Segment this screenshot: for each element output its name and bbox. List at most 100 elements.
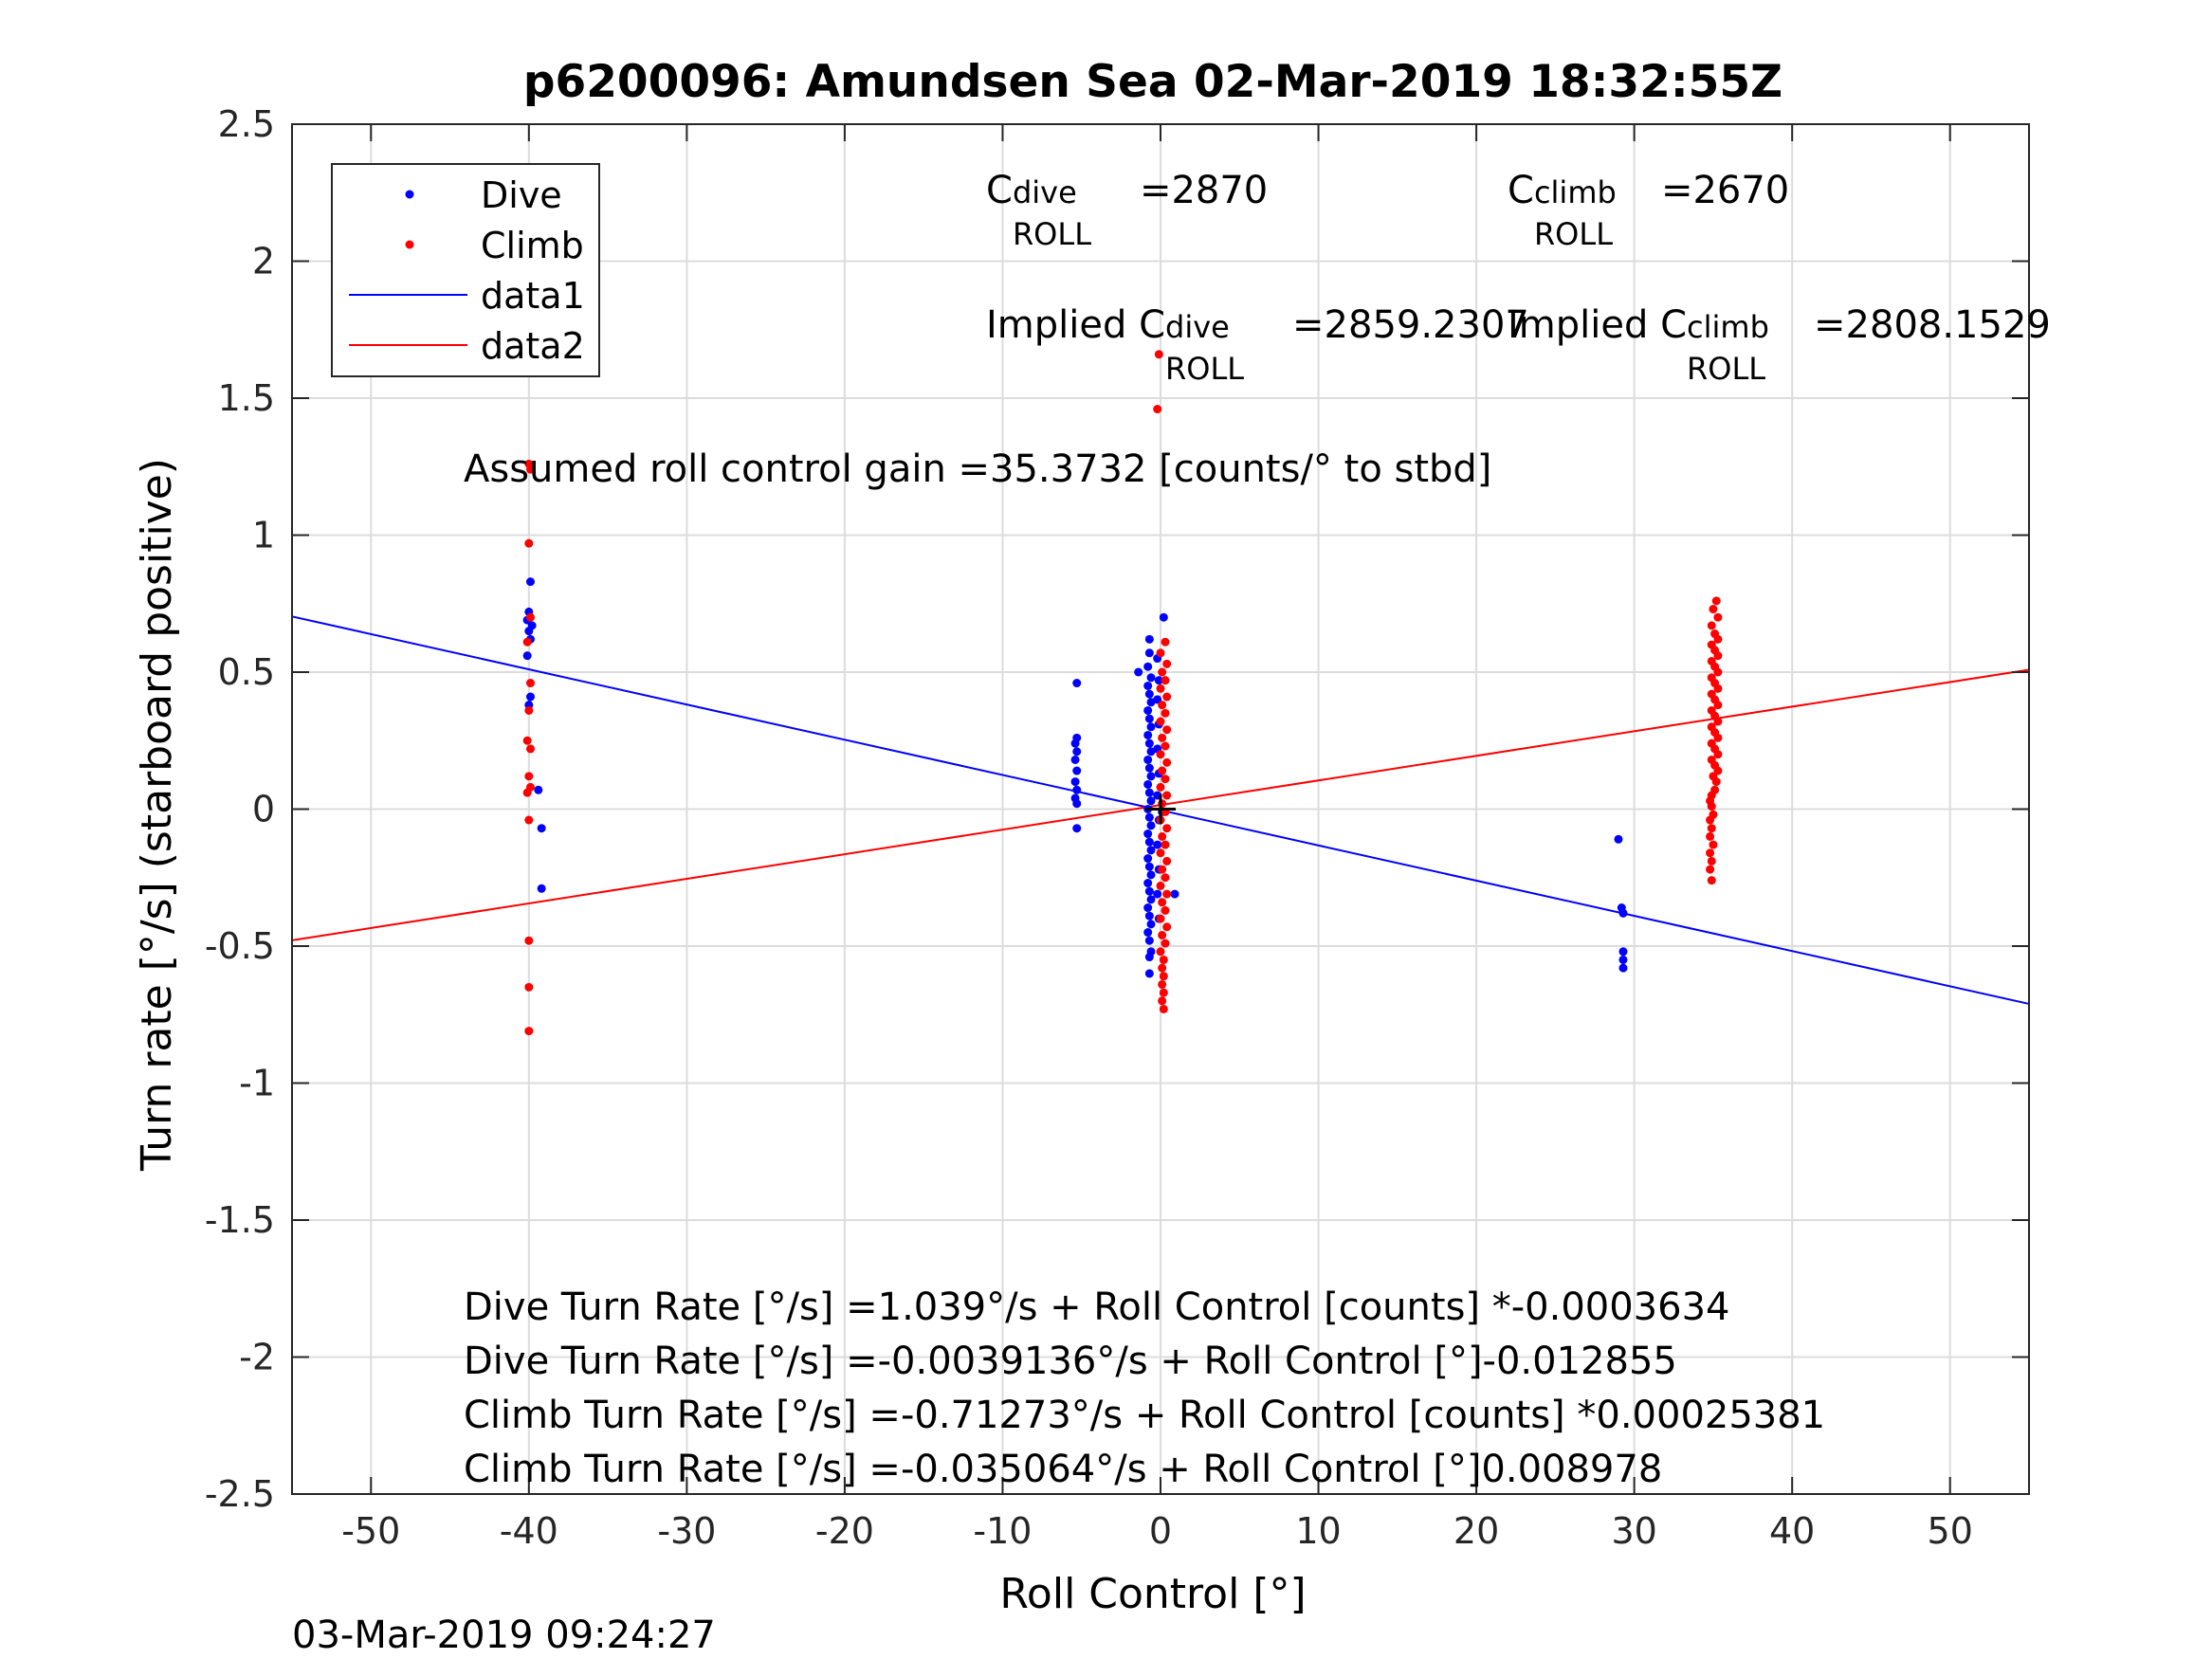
implied-dive-sup: dive [1165, 309, 1230, 345]
legend-label-dive: Dive [481, 174, 562, 216]
point-climb [1706, 865, 1715, 874]
implied-dive-sub: ROLL [1165, 351, 1245, 387]
y-tick-label: -2.5 [205, 1473, 275, 1515]
point-dive [1614, 834, 1623, 844]
point-climb [1162, 922, 1172, 932]
x-tick-label: -20 [815, 1510, 874, 1552]
point-dive [1072, 679, 1082, 688]
point-dive [1144, 953, 1154, 962]
point-climb [525, 612, 535, 622]
c-roll-climb-sub: ROLL [1533, 216, 1614, 252]
y-tick-label: 1.5 [218, 377, 275, 419]
point-dive [1144, 812, 1154, 822]
point-climb [1158, 865, 1167, 874]
point-climb [1156, 717, 1165, 726]
point-climb [525, 679, 535, 688]
point-climb [1162, 659, 1172, 668]
point-climb [1161, 676, 1170, 685]
point-dive [1143, 928, 1153, 938]
point-climb [1156, 750, 1165, 759]
point-climb [1159, 988, 1168, 997]
point-dive [1143, 705, 1153, 715]
point-climb [1713, 634, 1723, 644]
point-dive [1144, 969, 1154, 978]
x-tick-label: -10 [973, 1510, 1032, 1552]
point-dive [1072, 824, 1082, 833]
equation-4: Climb Turn Rate [°/s] =-0.035064°/s + Ro… [464, 1448, 1662, 1491]
point-climb [1706, 848, 1715, 858]
point-dive [1072, 799, 1082, 809]
point-climb [524, 982, 534, 992]
point-climb [1158, 733, 1167, 742]
point-climb [1156, 947, 1165, 957]
point-climb [524, 772, 534, 781]
point-climb [1707, 621, 1716, 630]
c-roll-climb-value: =2670 [1660, 169, 1790, 212]
y-tick-label: 2 [252, 241, 275, 283]
y-tick-label: 0.5 [218, 651, 275, 693]
legend-label-climb: Climb [481, 225, 584, 266]
point-dive [525, 692, 535, 702]
point-climb [524, 538, 534, 548]
point-dive [1143, 830, 1153, 839]
point-climb [1161, 840, 1170, 849]
c-roll-dive-pre: C [986, 169, 1013, 212]
x-tick-label: -40 [500, 1510, 558, 1552]
point-dive [1144, 634, 1154, 644]
point-climb [1162, 757, 1172, 767]
point-climb [1713, 684, 1723, 693]
point-dive [1144, 862, 1154, 871]
point-climb [1709, 840, 1718, 849]
point-climb [1159, 955, 1168, 964]
point-climb [1158, 701, 1167, 710]
point-dive [1146, 821, 1156, 830]
point-climb [1162, 856, 1172, 866]
point-climb [1713, 651, 1723, 661]
point-dive [1153, 889, 1162, 899]
point-dive [1144, 837, 1154, 847]
point-dive [1146, 920, 1156, 929]
point-climb [1162, 725, 1172, 735]
point-dive [524, 627, 534, 636]
point-climb [1156, 782, 1165, 792]
x-tick-label: 20 [1453, 1510, 1499, 1552]
point-climb [1161, 873, 1170, 883]
point-climb [1156, 848, 1165, 858]
point-dive [1072, 766, 1082, 775]
point-dive [525, 577, 535, 587]
point-climb [1158, 996, 1167, 1006]
point-dive [1146, 870, 1156, 880]
y-tick-label: -1.5 [205, 1199, 275, 1241]
point-climb [1713, 750, 1723, 759]
point-climb [1158, 831, 1167, 841]
legend-label-data2: data2 [481, 325, 585, 367]
x-tick-label: -50 [341, 1510, 400, 1552]
point-climb [1158, 667, 1167, 677]
point-dive [1146, 722, 1156, 732]
implied-climb-sup: climb [1687, 309, 1769, 345]
point-climb [524, 1027, 534, 1036]
point-climb [522, 788, 532, 797]
point-dive [1146, 895, 1156, 904]
x-tick-label: 40 [1769, 1510, 1815, 1552]
implied-dive-pre: Implied C [986, 303, 1166, 347]
legend-label-data1: data1 [481, 275, 585, 317]
point-climb [1158, 766, 1167, 775]
c-roll-dive-value: =2870 [1139, 169, 1269, 212]
point-dive [1070, 755, 1080, 764]
point-dive [1153, 840, 1162, 849]
point-climb [1161, 939, 1170, 948]
x-tick-label: 10 [1295, 1510, 1341, 1552]
point-dive [1144, 689, 1154, 699]
point-dive [1144, 738, 1154, 748]
point-dive [1618, 955, 1628, 964]
point-climb [1706, 831, 1715, 841]
point-dive [1146, 673, 1156, 683]
point-climb [1158, 979, 1167, 989]
point-climb [522, 637, 532, 647]
point-climb [1161, 741, 1170, 751]
implied-climb-value: =2808.1529 [1814, 303, 2051, 347]
